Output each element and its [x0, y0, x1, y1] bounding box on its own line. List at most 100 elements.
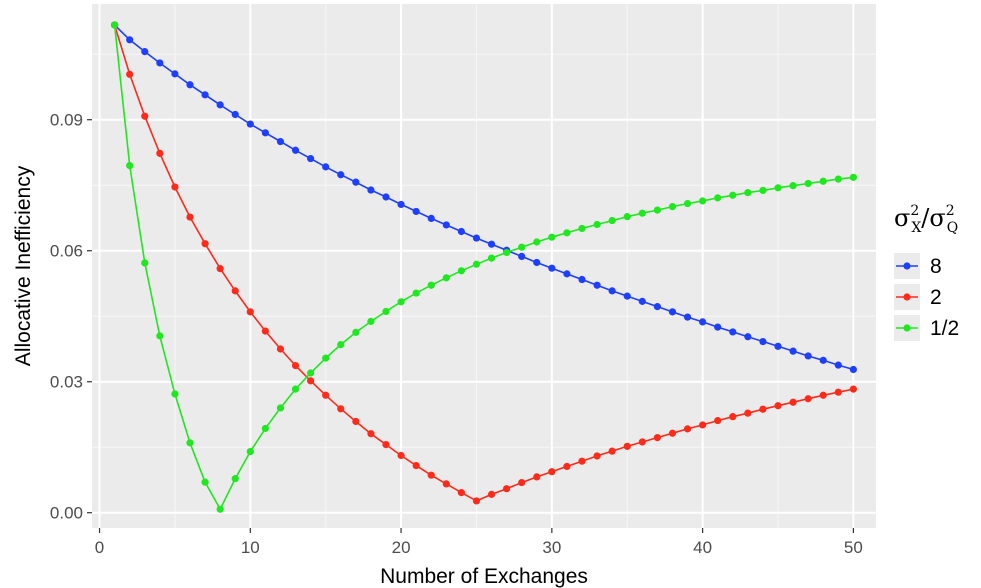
y-axis: 0.00 0.03 0.06 0.09	[50, 111, 92, 523]
data-point	[412, 461, 420, 470]
x-tick-label: 10	[241, 538, 260, 557]
data-point	[608, 287, 616, 295]
data-point	[774, 342, 782, 350]
data-point	[849, 365, 857, 374]
data-point	[307, 377, 315, 385]
data-point	[638, 438, 646, 446]
data-point	[382, 307, 390, 316]
data-point	[231, 287, 239, 295]
data-point	[367, 186, 375, 194]
data-point	[126, 36, 134, 44]
legend-label: 2	[930, 286, 942, 309]
data-point	[714, 194, 722, 202]
data-point	[653, 206, 661, 214]
data-point	[563, 462, 571, 471]
data-point	[246, 120, 254, 128]
data-point	[804, 395, 812, 403]
data-point	[804, 179, 812, 188]
data-point	[126, 70, 134, 78]
data-point	[623, 292, 631, 300]
data-point	[141, 112, 149, 120]
data-point	[141, 259, 149, 267]
data-point	[774, 402, 782, 410]
data-point	[412, 289, 420, 297]
data-point	[457, 489, 465, 497]
data-point	[322, 163, 330, 171]
data-point	[472, 260, 481, 268]
data-point	[804, 352, 812, 360]
data-point	[171, 70, 179, 78]
data-point	[789, 182, 797, 190]
data-point	[699, 318, 707, 326]
data-point	[171, 183, 179, 191]
data-point	[744, 333, 752, 341]
data-point	[442, 274, 450, 282]
data-point	[261, 129, 269, 137]
data-point	[352, 328, 360, 336]
data-point	[578, 457, 586, 465]
data-point	[397, 200, 405, 209]
data-point	[276, 137, 285, 146]
data-point	[593, 281, 601, 289]
data-point	[729, 413, 737, 421]
data-point	[231, 475, 239, 483]
data-point	[337, 405, 345, 413]
data-point	[653, 434, 661, 442]
data-point	[111, 21, 119, 29]
legend-title: σ2 X/σ2 Q	[894, 203, 958, 236]
data-point	[759, 337, 767, 346]
data-point	[141, 47, 149, 56]
data-point	[427, 471, 435, 479]
data-point	[201, 478, 209, 486]
data-point	[518, 478, 526, 487]
data-point	[201, 91, 209, 99]
data-point	[201, 240, 209, 248]
data-point	[307, 154, 315, 163]
legend-label: 1/2	[930, 317, 959, 340]
data-point	[382, 193, 390, 201]
data-point	[774, 184, 782, 192]
legend-key-point	[903, 293, 911, 301]
data-point	[291, 385, 300, 393]
data-point	[578, 224, 586, 233]
x-tick-label: 50	[844, 538, 863, 557]
data-point	[593, 452, 601, 460]
data-point	[668, 429, 677, 437]
data-point	[548, 264, 556, 272]
data-point	[322, 354, 330, 362]
data-point	[849, 385, 857, 393]
y-axis-title: Allocative Inefficiency	[12, 165, 35, 366]
data-point	[171, 390, 179, 398]
x-tick-label: 20	[392, 538, 411, 557]
data-point	[487, 254, 496, 262]
data-point	[653, 303, 661, 311]
data-point	[563, 270, 571, 278]
data-point	[744, 189, 752, 197]
data-point	[337, 171, 345, 179]
data-point	[216, 265, 224, 273]
data-point	[427, 214, 435, 223]
data-point	[397, 451, 405, 460]
data-point	[261, 327, 269, 335]
data-point	[518, 252, 526, 260]
data-point	[533, 473, 541, 481]
data-point	[623, 442, 631, 450]
data-point	[276, 404, 285, 412]
data-point	[683, 313, 692, 321]
data-point	[518, 243, 526, 251]
data-point	[412, 207, 420, 216]
data-point	[548, 468, 556, 476]
x-axis-title: Number of Exchanges	[380, 565, 588, 588]
data-point	[246, 308, 254, 316]
data-point	[427, 281, 435, 289]
data-point	[834, 388, 842, 396]
data-point	[307, 369, 315, 377]
data-point	[457, 267, 465, 275]
data-point	[744, 409, 752, 417]
x-tick-label: 0	[95, 538, 104, 557]
data-point	[759, 405, 767, 413]
data-point	[533, 238, 541, 246]
data-point	[683, 425, 692, 433]
data-point	[156, 59, 164, 67]
data-point	[186, 81, 194, 89]
